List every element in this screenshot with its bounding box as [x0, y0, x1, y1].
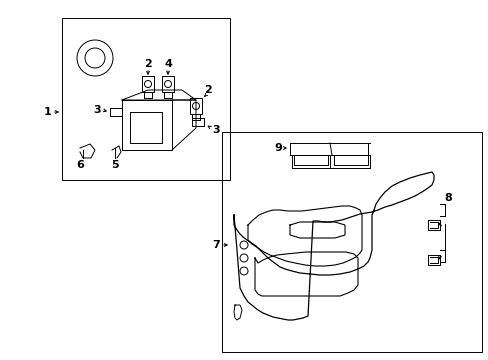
Text: 5: 5: [111, 160, 119, 170]
Text: 8: 8: [443, 193, 451, 203]
Bar: [62, 18, 229, 180]
Text: 6: 6: [76, 160, 84, 170]
Text: 7: 7: [212, 240, 220, 250]
Text: 2: 2: [203, 85, 211, 95]
Text: 3: 3: [212, 125, 220, 135]
Bar: [222, 132, 481, 352]
Text: 3: 3: [93, 105, 101, 115]
Text: 9: 9: [273, 143, 282, 153]
Text: 1: 1: [44, 107, 52, 117]
Text: 4: 4: [164, 59, 172, 69]
Text: 2: 2: [144, 59, 152, 69]
